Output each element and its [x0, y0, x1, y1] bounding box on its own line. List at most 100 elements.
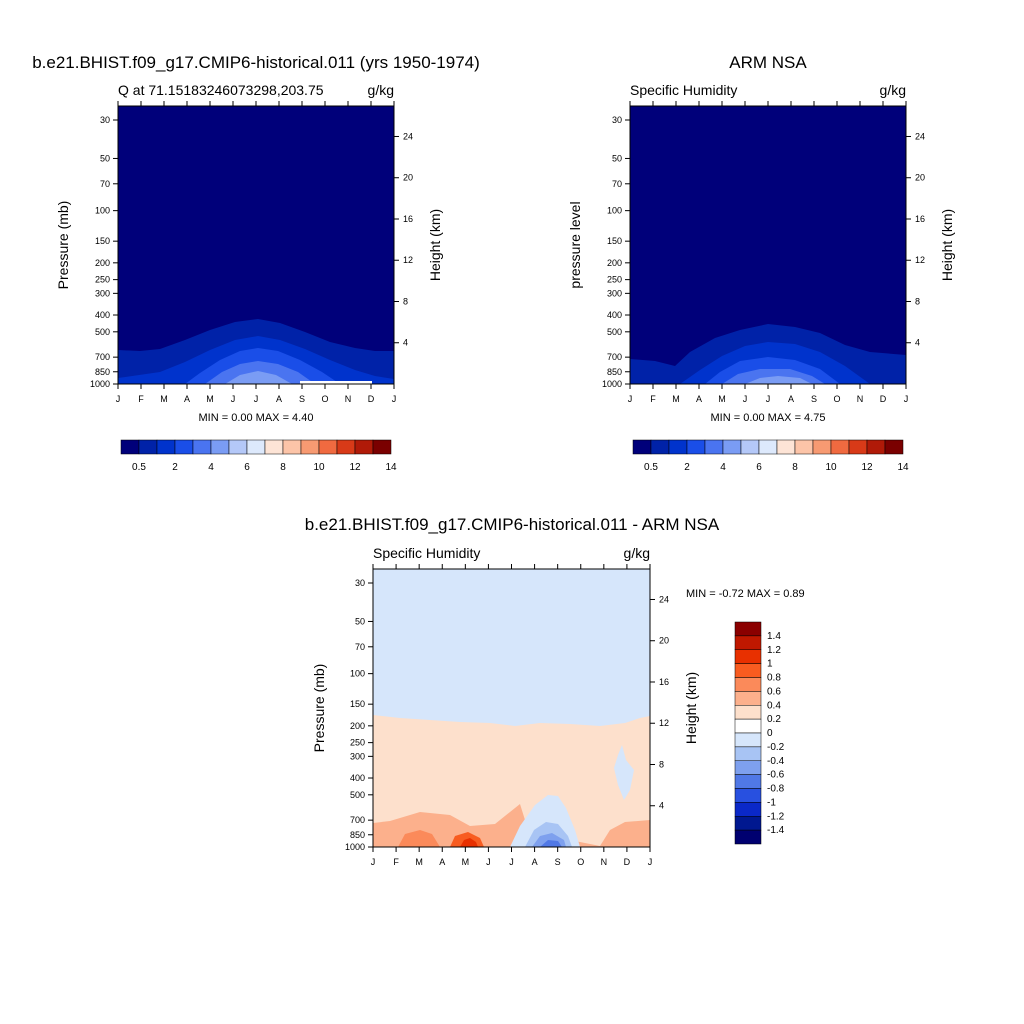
y-tick-label-left: 1000: [90, 379, 110, 389]
x-tick-label: F: [138, 394, 144, 404]
colorbar-swatch: [722, 439, 742, 455]
colorbar-label: 1.2: [767, 645, 781, 656]
colorbar-label: 0.5: [644, 462, 658, 473]
colorbar-swatch: [336, 439, 356, 455]
x-tick-label: O: [833, 394, 840, 404]
y-tick-label-right: 8: [659, 759, 664, 769]
y-tick-label-right: 16: [403, 214, 413, 224]
y-tick-label-left: 200: [95, 258, 110, 268]
colorbar-label: -0.2: [767, 742, 785, 753]
colorbar-swatch: [734, 760, 762, 775]
y-tick-label-right: 24: [403, 131, 413, 141]
y-tick-label-left: 30: [100, 115, 110, 125]
colorbar-swatch: [704, 439, 724, 455]
y-tick-label-left: 300: [607, 288, 622, 298]
colorbar-swatch: [632, 439, 652, 455]
x-tick-label: O: [577, 857, 584, 867]
x-tick-label: J: [486, 857, 491, 867]
y-tick-label-right: 8: [915, 296, 920, 306]
y-tick-label-right: 4: [659, 801, 664, 811]
colorbar-swatch: [734, 829, 762, 845]
colorbar-label: 8: [280, 462, 286, 473]
colorbar-swatch: [686, 439, 706, 455]
y-tick-label-right: 8: [403, 296, 408, 306]
colorbar-label: -0.8: [767, 784, 785, 795]
colorbar-swatch: [282, 439, 302, 455]
y-tick-label-right: 12: [659, 718, 669, 728]
y-tick-label-left: 70: [355, 642, 365, 652]
y-tick-label-left: 300: [350, 751, 365, 761]
colorbar-label: 0.8: [767, 673, 781, 684]
colorbar-swatch: [758, 439, 778, 455]
y-label-left-obs: pressure level: [567, 201, 583, 288]
colorbar-label: 4: [720, 462, 726, 473]
colorbar-label: 14: [385, 462, 397, 473]
y-tick-label-left: 500: [95, 327, 110, 337]
y-tick-label-left: 30: [355, 578, 365, 588]
colorbar-swatch: [734, 816, 762, 831]
colorbar-label: -1.4: [767, 825, 785, 836]
y-tick-label-left: 100: [607, 206, 622, 216]
x-tick-label: A: [696, 394, 702, 404]
axes-model: J F M A M J J A S O N D J 30 50 70 100 150 200 250 300 400 500…: [90, 101, 413, 404]
colorbar-diff: 1.4 1.2 1 0.8 0.6 0.4 0.2 0 -0.2 -0.4 -0.6 -0.8 -1 -1…: [734, 621, 785, 845]
x-tick-label: N: [601, 857, 608, 867]
x-tick-label: F: [393, 857, 399, 867]
colorbar-swatch: [740, 439, 760, 455]
x-tick-label: A: [276, 394, 282, 404]
colorbar-swatch: [734, 788, 762, 803]
y-tick-label-left: 200: [350, 721, 365, 731]
x-tick-label: J: [509, 857, 514, 867]
colorbar-swatch: [734, 635, 762, 650]
y-tick-label-left: 70: [612, 179, 622, 189]
x-tick-label: J: [766, 394, 771, 404]
y-tick-label-left: 700: [607, 352, 622, 362]
colorbar-swatch: [866, 439, 886, 455]
y-tick-label-left: 250: [95, 275, 110, 285]
colorbar-label: 0.6: [767, 686, 781, 697]
y-tick-label-left: 400: [95, 310, 110, 320]
panel-units-obs: g/kg: [880, 82, 906, 98]
colorbar-swatch: [192, 439, 212, 455]
y-tick-label-left: 700: [350, 815, 365, 825]
colorbar-swatch: [210, 439, 230, 455]
colorbar-swatch: [734, 691, 762, 706]
y-label-left-model: Pressure (mb): [55, 201, 71, 290]
x-tick-label: N: [345, 394, 352, 404]
y-tick-label-left: 300: [95, 288, 110, 298]
y-tick-label-left: 100: [350, 669, 365, 679]
colorbar-label: 0.4: [767, 700, 781, 711]
stats-diff: MIN = -0.72 MAX = 0.89: [686, 588, 805, 600]
colorbar-swatch: [372, 439, 392, 455]
panel-title-obs: ARM NSA: [729, 53, 807, 72]
x-tick-label: J: [371, 857, 376, 867]
panel-units-diff: g/kg: [624, 545, 650, 561]
axes-diff: J F M A M J J A S O N D J 30 50 70 100 150 200 250 300 400 500…: [345, 564, 669, 867]
colorbar-label: 4: [208, 462, 214, 473]
y-tick-label-right: 24: [915, 131, 925, 141]
colorbar-swatch: [794, 439, 814, 455]
panel-title-model: b.e21.BHIST.f09_g17.CMIP6-historical.011…: [32, 53, 480, 72]
x-tick-label: M: [672, 394, 680, 404]
y-tick-label-left: 50: [100, 153, 110, 163]
colorbar-swatch: [734, 663, 762, 678]
colorbar-swatch: [120, 439, 140, 455]
colorbar-swatch: [734, 732, 762, 748]
y-label-right-model: Height (km): [427, 209, 443, 281]
y-tick-label-left: 200: [607, 258, 622, 268]
y-label-right-obs: Height (km): [939, 209, 955, 281]
x-tick-label: J: [648, 857, 653, 867]
y-tick-label-left: 250: [350, 738, 365, 748]
x-tick-label: J: [904, 394, 909, 404]
x-tick-label: A: [788, 394, 794, 404]
colorbar-label: 10: [313, 462, 325, 473]
y-tick-label-right: 24: [659, 594, 669, 604]
colorbar-obs: 0.5 2 4 6 8 10 12 14: [632, 439, 909, 473]
x-tick-label: M: [718, 394, 726, 404]
x-tick-label: A: [439, 857, 445, 867]
colorbar-model: 0.5 2 4 6 8 10 12 14: [120, 439, 397, 473]
colorbar-swatch: [228, 439, 248, 455]
contour-field-model: [118, 106, 394, 384]
colorbar-label: 8: [792, 462, 798, 473]
